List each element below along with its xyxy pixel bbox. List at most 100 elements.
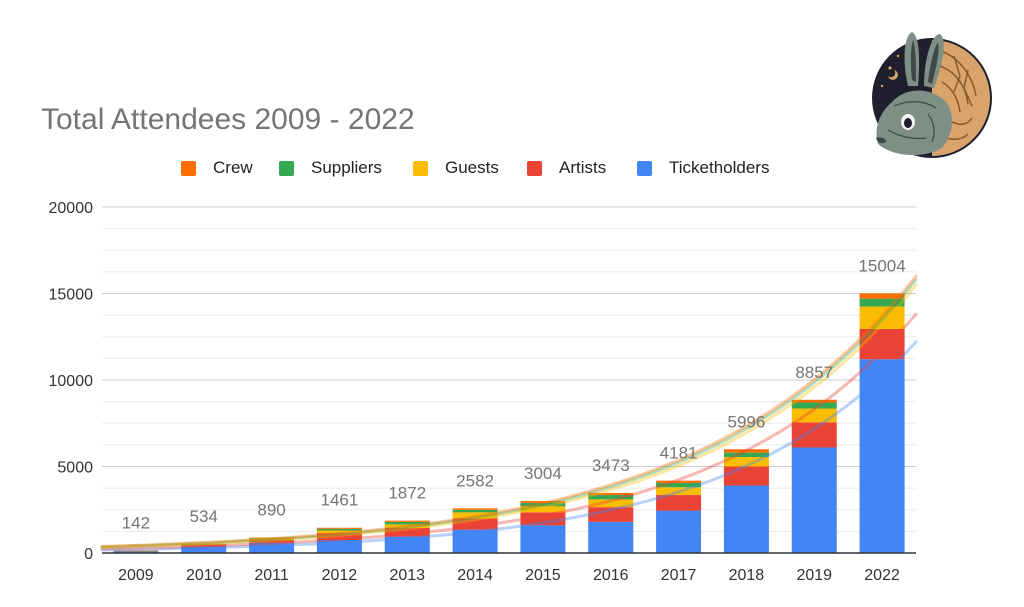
legend-item-crew[interactable]: Crew xyxy=(181,156,253,180)
bar-segment-ticketholders-2010[interactable] xyxy=(181,546,227,553)
bar-segment-crew-2009[interactable] xyxy=(113,550,159,552)
total-label-2016: 3473 xyxy=(592,456,630,475)
bar-segment-artists-2018[interactable] xyxy=(723,466,769,486)
bar-segment-guests-2015[interactable] xyxy=(520,506,566,513)
bar-segment-artists-2012[interactable] xyxy=(316,533,362,541)
x-tick-label: 2016 xyxy=(593,567,629,584)
bar-segment-guests-2016[interactable] xyxy=(588,499,634,508)
bar-segment-guests-2019[interactable] xyxy=(791,408,837,423)
bar-segment-suppliers-2016[interactable] xyxy=(588,495,634,500)
legend-label-suppliers: Suppliers xyxy=(311,158,382,177)
x-tick-label: 2019 xyxy=(796,567,832,584)
y-tick-label: 0 xyxy=(84,546,93,563)
legend-item-artists[interactable]: Artists xyxy=(527,156,606,180)
x-tick-label: 2013 xyxy=(389,567,425,584)
bar-segment-ticketholders-2017[interactable] xyxy=(656,510,702,553)
bar-segment-artists-2019[interactable] xyxy=(791,422,837,448)
bar-segment-ticketholders-2019[interactable] xyxy=(791,447,837,553)
legend: Crew Suppliers Guests Artists Tickethold… xyxy=(0,156,1024,180)
x-tick-label: 2014 xyxy=(457,567,493,584)
bar-segment-guests-2022[interactable] xyxy=(859,306,905,329)
legend-item-suppliers[interactable]: Suppliers xyxy=(279,156,382,180)
data-labels: 142 534 890 1461 1872 2582 3004 3473 4181 5996 885… xyxy=(122,256,906,532)
bar-segment-guests-2013[interactable] xyxy=(384,524,430,528)
x-tick-label: 2009 xyxy=(118,567,154,584)
trendline-guests xyxy=(100,283,918,549)
bar-segment-crew-2014[interactable] xyxy=(452,508,498,510)
bar-segment-artists-2015[interactable] xyxy=(520,512,566,526)
bar-segment-crew-2015[interactable] xyxy=(520,501,566,503)
legend-label-artists: Artists xyxy=(559,158,607,177)
total-label-2022: 15004 xyxy=(858,256,905,275)
bar-segment-crew-2018[interactable] xyxy=(723,449,769,453)
total-label-2018: 5996 xyxy=(728,412,766,431)
bar-segment-crew-2019[interactable] xyxy=(791,399,837,403)
bar-segment-suppliers-2012[interactable] xyxy=(316,528,362,531)
trendline-suppliers xyxy=(100,278,918,549)
y-tick-label: 10000 xyxy=(49,373,94,390)
total-label-2019: 8857 xyxy=(795,363,833,382)
artists-swatch-icon xyxy=(527,160,542,176)
bar-segment-artists-2017[interactable] xyxy=(656,495,702,511)
bar-segment-artists-2010[interactable] xyxy=(181,544,227,547)
legend-item-guests[interactable]: Guests xyxy=(413,156,499,180)
bar-segment-crew-2022[interactable] xyxy=(859,293,905,299)
x-tick-label: 2012 xyxy=(322,567,358,584)
legend-label-guests: Guests xyxy=(445,158,499,177)
trendline-ticketholders xyxy=(100,340,918,552)
bar-segment-ticketholders-2009[interactable] xyxy=(113,551,159,553)
x-tick-label: 2011 xyxy=(254,567,289,584)
bar-segment-guests-2014[interactable] xyxy=(452,512,498,519)
bar-segment-ticketholders-2018[interactable] xyxy=(723,485,769,553)
bar-segment-guests-2018[interactable] xyxy=(723,456,769,467)
bar-segment-ticketholders-2022[interactable] xyxy=(859,359,905,553)
chart-title: Total Attendees 2009 - 2022 xyxy=(41,103,415,136)
bar-segment-suppliers-2017[interactable] xyxy=(656,482,702,488)
x-tick-label: 2017 xyxy=(661,567,697,584)
bar-segment-crew-2016[interactable] xyxy=(588,492,634,496)
bar-segment-suppliers-2022[interactable] xyxy=(859,298,905,307)
bar-segment-ticketholders-2014[interactable] xyxy=(452,529,498,553)
bar-segment-suppliers-2013[interactable] xyxy=(384,521,430,525)
bar-segment-guests-2010[interactable] xyxy=(181,544,227,545)
bar-segment-artists-2014[interactable] xyxy=(452,518,498,530)
bar-segment-suppliers-2018[interactable] xyxy=(723,452,769,457)
bar-segment-ticketholders-2015[interactable] xyxy=(520,525,566,553)
total-label-2013: 1872 xyxy=(388,484,426,503)
bar-segment-guests-2012[interactable] xyxy=(316,530,362,534)
legend-label-ticketholders: Ticketholders xyxy=(669,158,770,177)
gridlines xyxy=(102,206,916,532)
x-tick-label: 2022 xyxy=(864,567,900,584)
total-label-2017: 4181 xyxy=(660,444,698,463)
bar-segment-suppliers-2019[interactable] xyxy=(791,402,837,409)
trendline-artists xyxy=(100,312,918,551)
bar-segment-crew-2012[interactable] xyxy=(316,527,362,529)
x-tick-label: 2015 xyxy=(525,567,561,584)
bar-segment-suppliers-2011[interactable] xyxy=(249,538,295,539)
bar-segment-guests-2017[interactable] xyxy=(656,487,702,496)
bar-segment-artists-2016[interactable] xyxy=(588,507,634,522)
bar-segment-crew-2011[interactable] xyxy=(249,537,295,539)
bar-segment-artists-2011[interactable] xyxy=(249,540,295,543)
bar-segment-artists-2022[interactable] xyxy=(859,328,905,360)
bar-segment-ticketholders-2013[interactable] xyxy=(384,536,430,553)
guests-swatch-icon xyxy=(413,160,428,176)
bar-segment-suppliers-2014[interactable] xyxy=(452,509,498,513)
bar-segment-crew-2017[interactable] xyxy=(656,480,702,483)
bar-segment-suppliers-2015[interactable] xyxy=(520,502,566,507)
legend-label-crew: Crew xyxy=(213,158,253,177)
total-label-2009: 142 xyxy=(122,514,150,533)
total-label-2015: 3004 xyxy=(524,464,562,483)
legend-item-ticketholders[interactable]: Ticketholders xyxy=(637,156,769,180)
total-label-2014: 2582 xyxy=(456,471,494,490)
bar-segment-ticketholders-2016[interactable] xyxy=(588,521,634,553)
bar-segment-ticketholders-2011[interactable] xyxy=(249,542,295,553)
total-label-2011: 890 xyxy=(257,501,285,520)
bar-segment-ticketholders-2012[interactable] xyxy=(316,540,362,553)
bar-segment-artists-2013[interactable] xyxy=(384,527,430,537)
trendline-crew xyxy=(100,274,918,548)
bar-segment-guests-2011[interactable] xyxy=(249,538,295,541)
trendlines xyxy=(100,274,918,552)
bar-segment-crew-2010[interactable] xyxy=(181,543,227,545)
bar-segment-crew-2013[interactable] xyxy=(384,520,430,522)
